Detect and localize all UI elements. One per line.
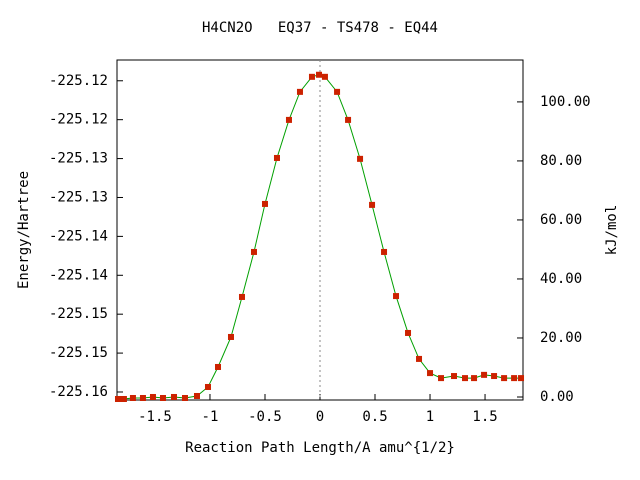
- y2-tick-label: 40.00: [540, 271, 582, 287]
- point: [518, 375, 525, 382]
- point: [129, 394, 136, 401]
- y-axis-label: Energy/Hartree: [16, 171, 32, 289]
- point: [285, 116, 292, 123]
- point: [438, 375, 445, 382]
- point: [381, 248, 388, 255]
- point: [204, 383, 211, 390]
- point: [149, 393, 156, 400]
- y-tick-label: -225.12: [49, 73, 108, 89]
- y-tick-label: -225.16: [49, 384, 108, 400]
- y-tick-label: -225.12: [49, 112, 108, 128]
- point: [416, 355, 423, 362]
- point: [369, 201, 376, 208]
- point: [296, 88, 303, 95]
- point: [215, 363, 222, 370]
- point: [357, 155, 364, 162]
- y-tick-label: -225.13: [49, 151, 108, 167]
- x-tick-label: -1.5: [138, 409, 172, 425]
- point: [321, 73, 328, 80]
- y-tick-label: -225.14: [49, 228, 108, 244]
- point: [345, 116, 352, 123]
- point: [120, 395, 127, 402]
- y-tick-label: -225.14: [49, 267, 108, 283]
- x-axis-label: Reaction Path Length/A amu^{1/2}: [185, 440, 455, 456]
- y2-tick-label: 100.00: [540, 94, 591, 110]
- point: [193, 392, 200, 399]
- point: [427, 370, 434, 377]
- y2-tick-label: 80.00: [540, 153, 582, 169]
- point: [227, 333, 234, 340]
- y2-axis-label: kJ/mol: [604, 205, 620, 256]
- point: [501, 375, 508, 382]
- y2-tick-label: 20.00: [540, 330, 582, 346]
- x-tick-label: -1: [202, 409, 219, 425]
- point: [250, 248, 257, 255]
- point: [462, 375, 469, 382]
- point: [316, 71, 323, 78]
- chart-title: H4CN2O EQ37 - TS478 - EQ44: [202, 20, 438, 36]
- point: [261, 200, 268, 207]
- point: [238, 293, 245, 300]
- point: [405, 329, 412, 336]
- point: [159, 394, 166, 401]
- y-tick-label: -225.15: [49, 345, 108, 361]
- y-tick-label: -225.15: [49, 306, 108, 322]
- point: [481, 371, 488, 378]
- x-tick-label: 1: [426, 409, 434, 425]
- point: [139, 394, 146, 401]
- point: [471, 375, 478, 382]
- point: [334, 88, 341, 95]
- x-tick-label: 0.5: [362, 409, 387, 425]
- y-tick-label: -225.13: [49, 189, 108, 205]
- point: [491, 373, 498, 380]
- y2-tick-label: 0.00: [540, 389, 574, 405]
- x-tick-label: 1.5: [472, 409, 497, 425]
- point: [114, 395, 121, 402]
- point: [181, 394, 188, 401]
- point: [308, 73, 315, 80]
- point: [451, 373, 458, 380]
- point: [273, 154, 280, 161]
- point: [170, 393, 177, 400]
- x-tick-label: 0: [316, 409, 324, 425]
- y2-tick-label: 60.00: [540, 212, 582, 228]
- x-tick-label: -0.5: [248, 409, 282, 425]
- point: [393, 293, 400, 300]
- point: [511, 375, 518, 382]
